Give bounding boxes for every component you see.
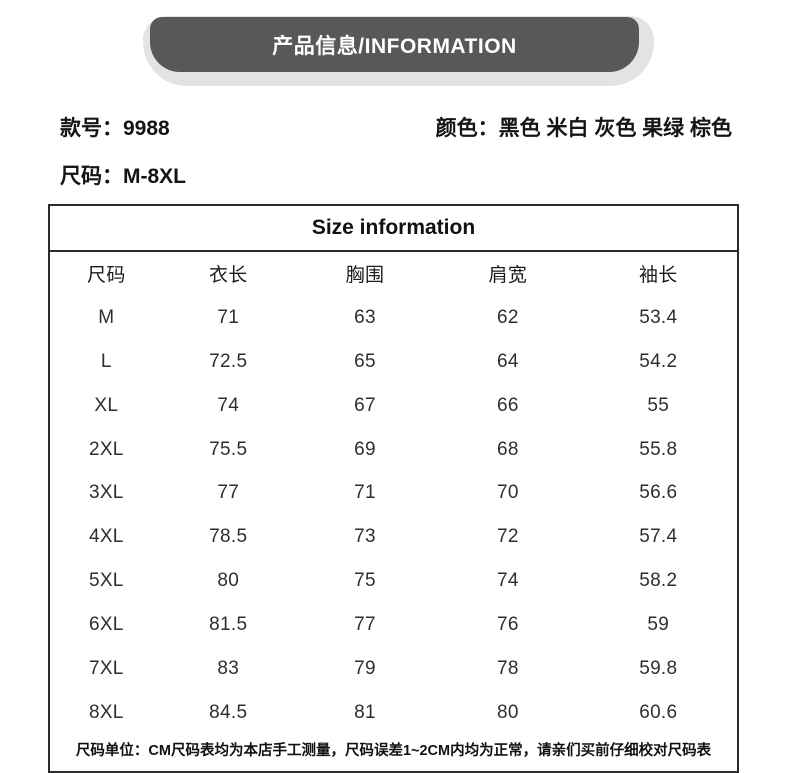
table-row: 2XL 75.5 69 68 55.8 (50, 428, 737, 472)
column-header: 袖长 (638, 265, 678, 287)
size-cell: 4XL (88, 526, 124, 548)
measurement-cell: 66 (496, 394, 519, 416)
measurement-cell: 80 (496, 702, 519, 724)
color-list-value: 黑色 米白 灰色 果绿 棕色 (498, 117, 732, 140)
table-row: XL 74 67 66 55 (50, 384, 737, 428)
size-cell: 7XL (88, 658, 124, 680)
table-row: L 72.5 65 64 54.2 (50, 340, 737, 384)
measurement-cell: 58.2 (639, 570, 678, 592)
style-number-label: 款号： (60, 117, 123, 140)
column-header: 尺码 (87, 265, 126, 287)
banner-title: 产品信息/INFORMATION (272, 34, 517, 58)
measurement-cell: 54.2 (639, 350, 678, 372)
measurement-cell: 83 (217, 658, 240, 680)
column-header: 肩宽 (488, 265, 528, 287)
measurement-cell: 80 (217, 570, 240, 592)
measurement-cell: 74 (217, 394, 240, 416)
measurement-cell: 62 (496, 306, 519, 328)
table-row: 7XL 83 79 78 59.8 (50, 647, 737, 691)
measurement-cell: 81.5 (209, 614, 248, 636)
size-cell: 6XL (88, 614, 124, 636)
size-table-body: 尺码 衣长 胸围 肩宽 袖长 M 71 63 62 53.4 L 72.5 65 64 54.2 XL 74 6… (50, 252, 737, 735)
size-range-value: M-8XL (123, 165, 186, 188)
product-info-row-1: 款号：9988 颜色：黑色 米白 灰色 果绿 棕色 (60, 112, 732, 142)
size-range: 尺码：M-8XL (60, 165, 186, 188)
table-row: 6XL 81.5 77 76 59 (50, 603, 737, 647)
measurement-cell: 53.4 (639, 306, 678, 328)
measurement-cell: 60.6 (639, 702, 678, 724)
style-number: 款号：9988 (60, 112, 170, 142)
measurement-cell: 79 (354, 658, 376, 680)
size-cell: XL (94, 394, 119, 416)
measurement-cell: 76 (496, 614, 519, 636)
size-table-title: Size information (50, 206, 737, 252)
measurement-cell: 69 (354, 438, 376, 460)
size-table-header-row: 尺码 衣长 胸围 肩宽 袖长 (50, 252, 737, 296)
size-range-label: 尺码： (60, 165, 123, 188)
table-row: 8XL 84.5 81 80 60.6 (50, 691, 737, 735)
style-number-value: 9988 (123, 117, 170, 140)
measurement-cell: 68 (496, 438, 519, 460)
measurement-cell: 71 (217, 306, 240, 328)
measurement-cell: 57.4 (639, 526, 678, 548)
table-row: 4XL 78.5 73 72 57.4 (50, 515, 737, 559)
banner: 产品信息/INFORMATION (150, 17, 639, 72)
size-cell: 3XL (88, 482, 124, 504)
table-row: M 71 63 62 53.4 (50, 296, 737, 340)
measurement-cell: 84.5 (209, 702, 248, 724)
measurement-cell: 78.5 (209, 526, 248, 548)
size-cell: M (98, 306, 115, 328)
column-header: 胸围 (345, 265, 385, 287)
measurement-cell: 72 (496, 526, 519, 548)
color-list-label: 颜色： (435, 117, 499, 140)
measurement-cell: 75 (354, 570, 376, 592)
size-cell: L (100, 350, 112, 372)
size-table-note: 尺码单位：CM尺码表均为本店手工测量，尺码误差1~2CM内均为正常，请亲们买前仔… (75, 742, 712, 759)
measurement-cell: 55.8 (639, 438, 678, 460)
color-list: 颜色：黑色 米白 灰色 果绿 棕色 (436, 112, 732, 142)
size-table: Size information 尺码 衣长 胸围 肩宽 袖长 M 71 63 62 53.4 L… (48, 204, 739, 773)
product-info-row-2: 尺码：M-8XL (60, 160, 732, 190)
measurement-cell: 64 (496, 350, 519, 372)
measurement-cell: 70 (496, 482, 519, 504)
measurement-cell: 81 (354, 702, 376, 724)
measurement-cell: 72.5 (209, 350, 248, 372)
product-info: 款号：9988 颜色：黑色 米白 灰色 果绿 棕色 尺码：M-8XL (0, 112, 790, 190)
table-row: 3XL 77 71 70 56.6 (50, 472, 737, 516)
measurement-cell: 75.5 (209, 438, 248, 460)
size-cell: 8XL (88, 702, 124, 724)
measurement-cell: 78 (496, 658, 519, 680)
measurement-cell: 55 (647, 394, 670, 416)
size-cell: 5XL (88, 570, 124, 592)
measurement-cell: 56.6 (639, 482, 678, 504)
measurement-cell: 73 (354, 526, 376, 548)
measurement-cell: 67 (354, 394, 376, 416)
column-header: 衣长 (208, 265, 248, 287)
size-cell: 2XL (88, 438, 124, 460)
table-row: 5XL 80 75 74 58.2 (50, 559, 737, 603)
measurement-cell: 59 (647, 614, 670, 636)
measurement-cell: 71 (354, 482, 376, 504)
measurement-cell: 74 (496, 570, 519, 592)
measurement-cell: 59.8 (639, 658, 678, 680)
measurement-cell: 77 (217, 482, 240, 504)
measurement-cell: 65 (354, 350, 376, 372)
measurement-cell: 77 (354, 614, 376, 636)
measurement-cell: 63 (354, 306, 376, 328)
